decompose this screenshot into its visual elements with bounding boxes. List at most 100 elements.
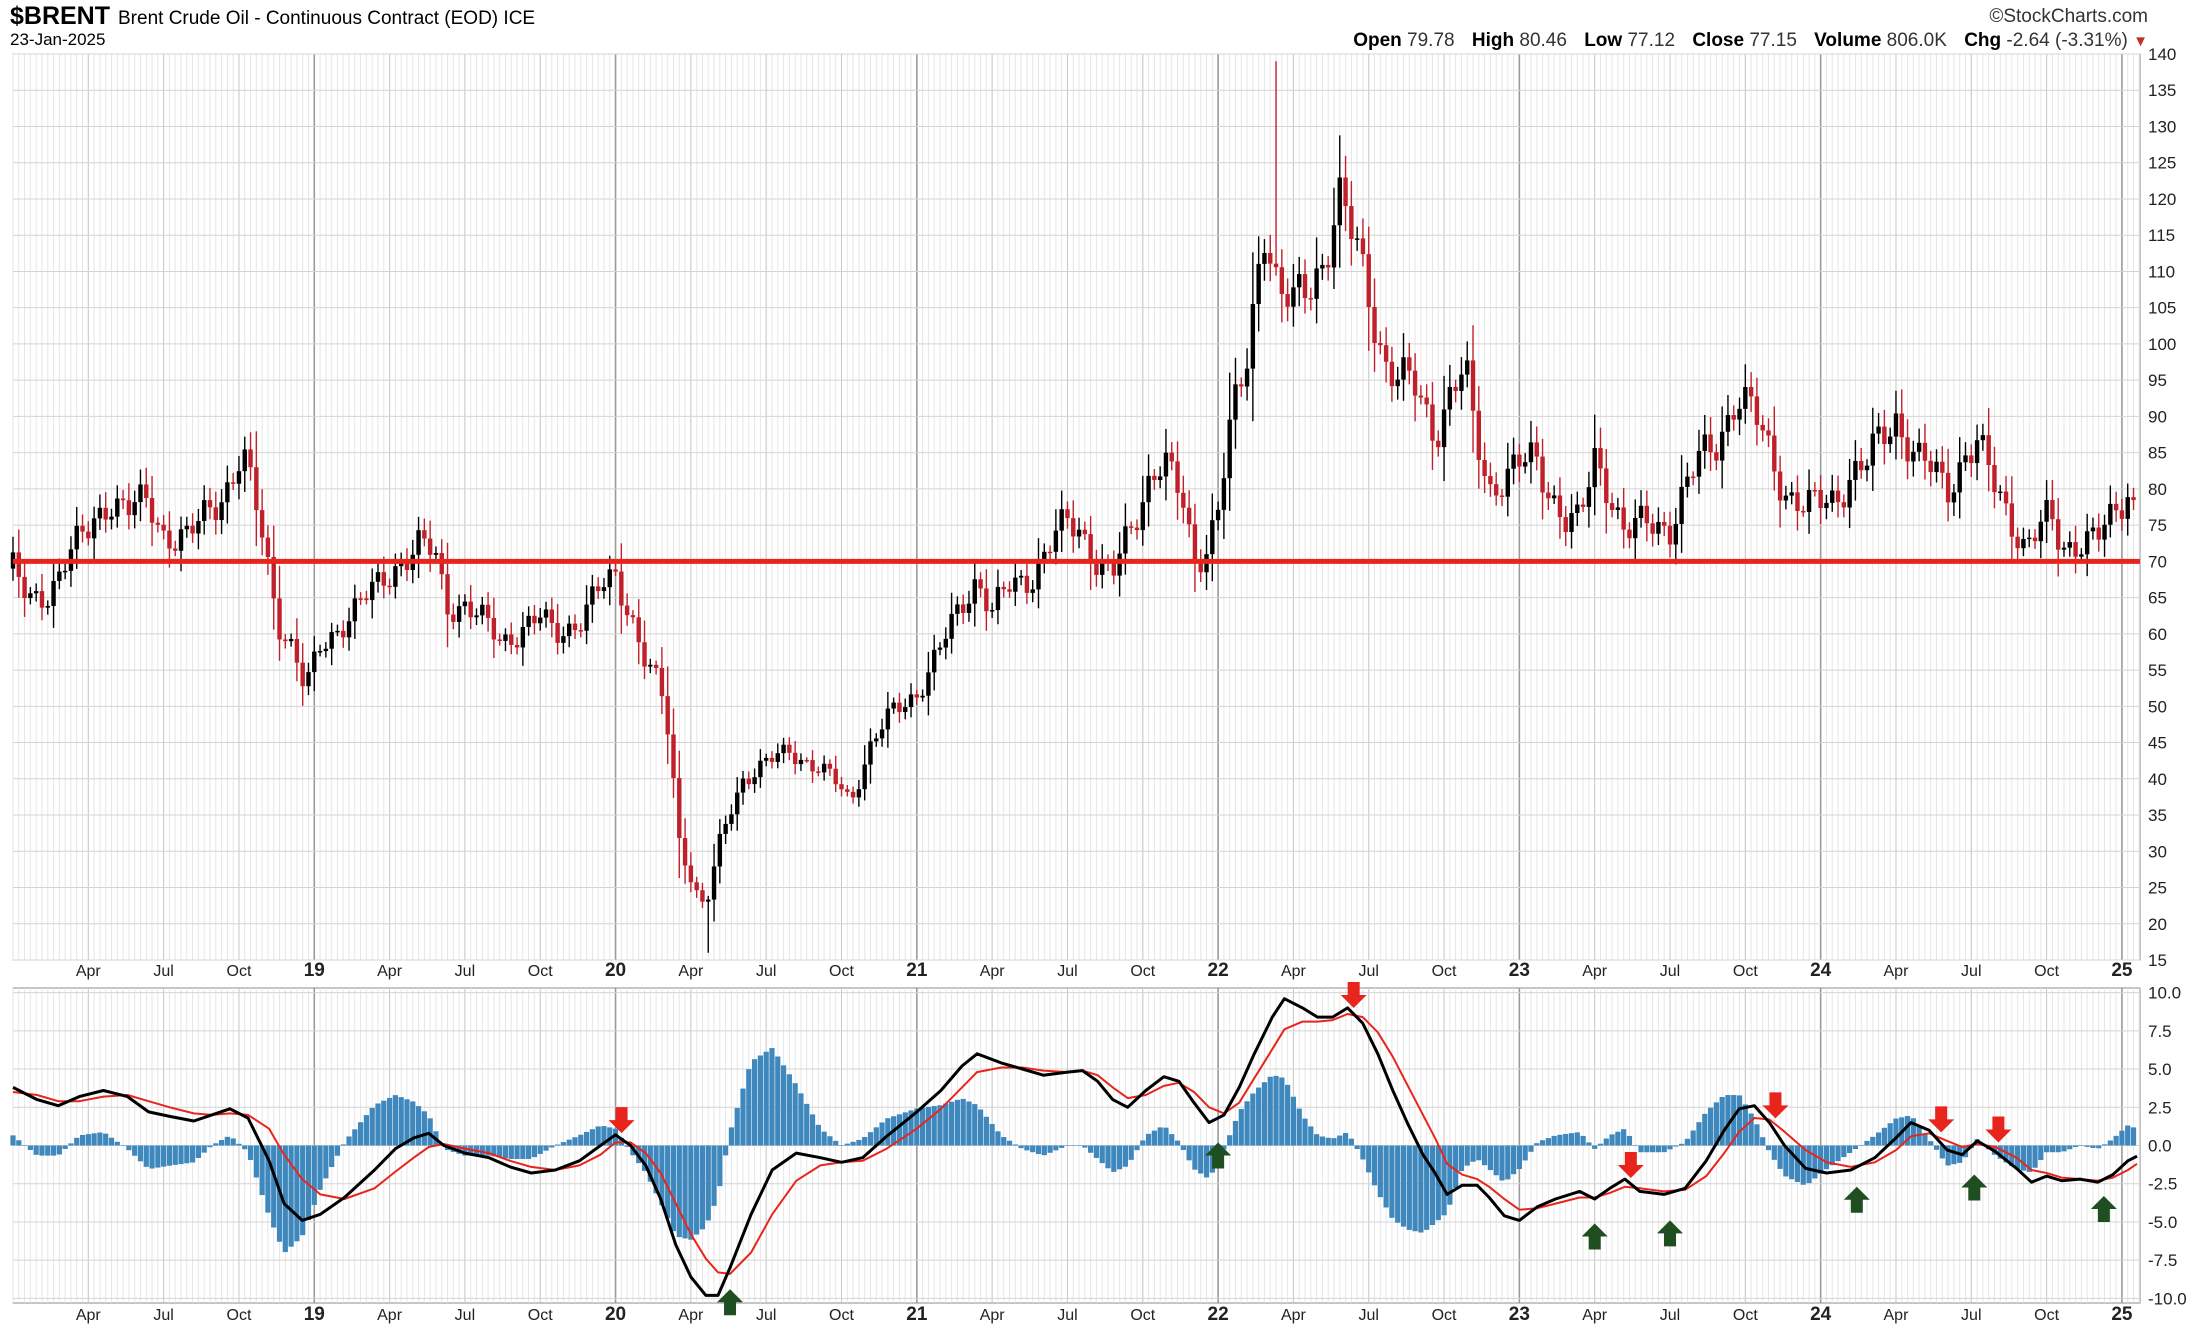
chart-date: 23-Jan-2025 xyxy=(10,30,106,49)
macd-time-tick-label: 25 xyxy=(2111,1304,2133,1325)
candle-body xyxy=(1812,490,1818,492)
candle-body xyxy=(1795,492,1800,511)
candle-body xyxy=(2003,491,2009,504)
candle-body xyxy=(891,702,896,709)
histogram-bar xyxy=(1887,1123,1893,1146)
candle-body xyxy=(1528,442,1534,463)
histogram-bar xyxy=(983,1116,989,1146)
histogram-bar xyxy=(1128,1145,1134,1160)
histogram-bar xyxy=(1939,1145,1945,1159)
histogram-bar xyxy=(218,1140,225,1146)
histogram-bar xyxy=(653,1145,659,1194)
histogram-bar xyxy=(526,1145,532,1159)
candle-body xyxy=(155,522,161,525)
histogram-bar xyxy=(2003,1145,2009,1163)
price-tick-label: 15 xyxy=(2148,951,2167,970)
histogram-bar xyxy=(1568,1133,1575,1146)
histogram-bar xyxy=(352,1129,358,1146)
candle-body xyxy=(1436,440,1441,448)
macd-time-tick-label: Oct xyxy=(528,1307,553,1324)
candle-body xyxy=(445,574,450,615)
candle-body xyxy=(120,498,126,501)
histogram-bar xyxy=(1134,1145,1140,1151)
histogram-bar xyxy=(885,1118,891,1146)
histogram-bar xyxy=(1731,1095,1737,1146)
sell-arrow-icon xyxy=(608,1107,635,1134)
histogram-bar xyxy=(1522,1145,1528,1161)
candle-body xyxy=(74,525,79,550)
histogram-bar xyxy=(300,1145,306,1236)
histogram-bar xyxy=(1429,1145,1436,1226)
candle-body xyxy=(2021,538,2026,549)
histogram-bar xyxy=(1076,1145,1082,1146)
histogram-bar xyxy=(1047,1145,1053,1153)
candle-body xyxy=(677,778,682,839)
histogram-bar xyxy=(1765,1145,1772,1151)
candle-body xyxy=(1297,274,1302,288)
histogram-bar xyxy=(665,1145,671,1219)
candle-body xyxy=(1638,505,1644,519)
candle-body xyxy=(503,634,508,641)
sell-arrow-icon xyxy=(1928,1106,1955,1133)
candle-body xyxy=(613,569,618,572)
macd-time-tick-label: 21 xyxy=(906,1304,928,1325)
histogram-bar xyxy=(1847,1145,1853,1154)
candle-body xyxy=(1007,589,1012,592)
candle-body xyxy=(1569,513,1574,533)
histogram-bar xyxy=(572,1137,578,1146)
histogram-bar xyxy=(1308,1126,1314,1146)
histogram-bar xyxy=(954,1099,960,1146)
histogram-bar xyxy=(305,1145,312,1221)
candle-body xyxy=(758,760,763,778)
histogram-bar xyxy=(242,1145,248,1150)
brand-watermark[interactable]: ©StockCharts.com xyxy=(1989,6,2148,27)
macd-time-tick-label: Oct xyxy=(1130,1307,1155,1324)
histogram-bar xyxy=(1597,1143,1604,1146)
candle-body xyxy=(1470,360,1476,411)
histogram-bar xyxy=(2113,1135,2119,1146)
candle-body xyxy=(775,753,780,762)
candle-body xyxy=(1302,274,1308,299)
macd-time-tick-label: Oct xyxy=(2034,1307,2059,1324)
candle-body xyxy=(1505,468,1510,497)
candle-body xyxy=(868,741,873,765)
candle-body xyxy=(1117,553,1122,576)
candle-body xyxy=(1337,177,1342,226)
candle-body xyxy=(1882,426,1887,445)
macd-time-tick-label: Apr xyxy=(678,1307,704,1324)
histogram-bar xyxy=(1198,1145,1204,1174)
candle-body xyxy=(1893,413,1899,437)
histogram-bar xyxy=(386,1097,393,1146)
candle-body xyxy=(387,585,392,588)
candle-body xyxy=(103,507,108,520)
candle-body xyxy=(978,579,983,589)
histogram-bar xyxy=(1644,1145,1650,1153)
histogram-bar xyxy=(914,1108,920,1146)
candle-body xyxy=(1395,379,1400,387)
candle-body xyxy=(451,614,456,622)
candle-body xyxy=(1053,530,1059,552)
candle-body xyxy=(595,586,601,592)
price-tick-label: 135 xyxy=(2148,81,2176,100)
candle-body xyxy=(91,518,97,539)
histogram-bar xyxy=(415,1106,422,1146)
candle-body xyxy=(1870,433,1875,466)
candle-body xyxy=(1268,253,1273,264)
candle-body xyxy=(2055,519,2061,550)
candle-body xyxy=(1047,551,1053,554)
candle-body xyxy=(1488,476,1493,485)
price-time-tick-label: Apr xyxy=(1281,963,1307,980)
histogram-bar xyxy=(1638,1145,1644,1153)
candle-body xyxy=(1702,434,1707,451)
sell-arrow-icon xyxy=(1762,1092,1789,1119)
histogram-bar xyxy=(1377,1145,1383,1198)
candle-body xyxy=(1094,563,1099,575)
histogram-bar xyxy=(948,1101,955,1146)
histogram-bar xyxy=(39,1145,45,1156)
histogram-bar xyxy=(2125,1125,2131,1146)
histogram-bar xyxy=(149,1145,155,1169)
candle-body xyxy=(903,707,908,713)
price-time-tick-label: Oct xyxy=(1130,963,1155,980)
histogram-bar xyxy=(578,1134,584,1146)
candle-body xyxy=(1140,502,1145,531)
